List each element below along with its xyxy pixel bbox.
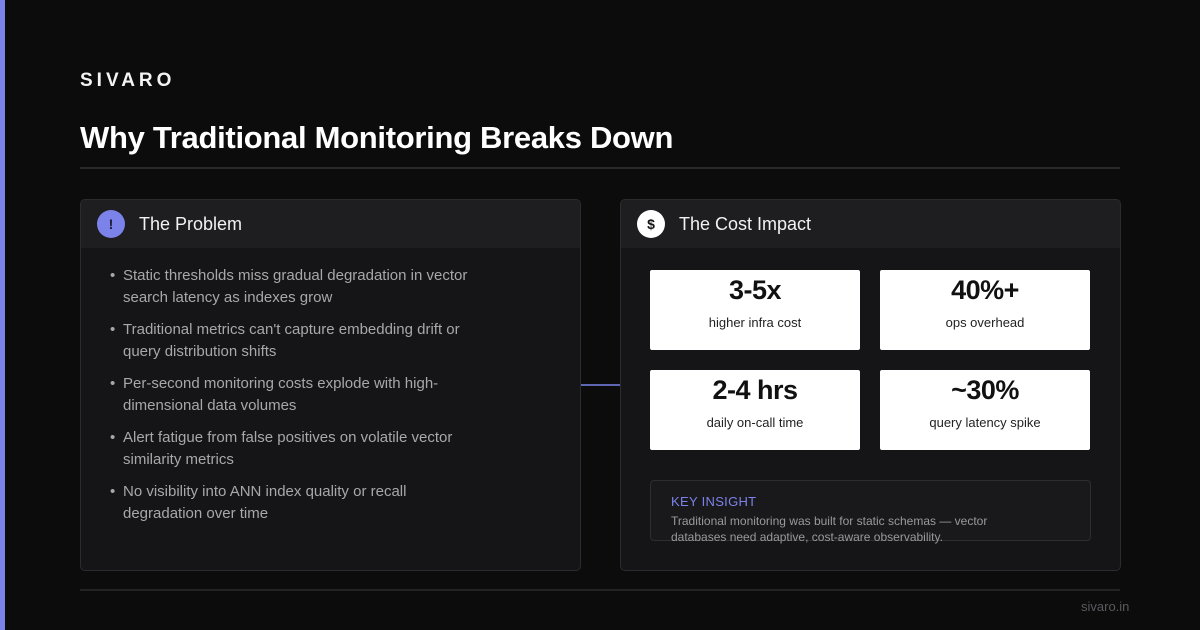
key-insight-callout: KEY INSIGHT Traditional monitoring was b… (650, 480, 1091, 544)
footer-url: sivaro.in (1081, 599, 1130, 614)
list-item: • Alert fatigue from false positives on v… (110, 427, 480, 471)
stat-tile: 40%+ ops overhead (880, 270, 1090, 350)
title-divider (80, 167, 1120, 169)
stat-label: query latency spike (929, 415, 1041, 430)
brand-logo: SIVARO (80, 70, 176, 91)
list-item: • Per-second monitoring costs explode wit… (110, 373, 480, 417)
problem-card-title: The Problem (139, 213, 243, 234)
page-title: Why Traditional Monitoring Breaks Down (80, 120, 674, 155)
list-item-text: Per-second monitoring costs explode with… (123, 375, 439, 414)
cost-card: $ The Cost Impact 3-5x higher infra cost… (620, 199, 1121, 571)
list-item: • No visibility into ANN index quality or… (110, 481, 480, 525)
stat-label: higher infra cost (708, 315, 802, 330)
cost-card-title: The Cost Impact (679, 213, 812, 234)
stat-label: ops overhead (945, 315, 1025, 330)
bullet-icon: • (110, 483, 116, 500)
stat-tile: 3-5x higher infra cost (650, 270, 860, 350)
list-item-text: Static thresholds miss gradual degradati… (123, 267, 468, 306)
cost-card-header: $ The Cost Impact (621, 200, 1120, 248)
insight-label: KEY INSIGHT (671, 494, 757, 509)
list-item-text: Alert fatigue from false positives on vo… (123, 429, 453, 468)
stat-value: 2-4 hrs (712, 375, 798, 405)
stat-value: 3-5x (728, 275, 782, 305)
bullet-icon: • (110, 429, 116, 446)
stat-tile: 2-4 hrs daily on-call time (650, 370, 860, 450)
problem-card: ! The Problem • Static thresholds miss gr… (80, 199, 581, 571)
problem-list: • Static thresholds miss gradual degradat… (81, 248, 580, 525)
bullet-icon: • (110, 321, 116, 338)
stat-tile: ~30% query latency spike (880, 370, 1090, 450)
list-item: • Traditional metrics can't capture embed… (110, 319, 480, 363)
list-item-text: No visibility into ANN index quality or … (123, 483, 407, 522)
bullet-icon: • (110, 267, 116, 284)
problem-card-header: ! The Problem (81, 200, 580, 248)
bullet-icon: • (110, 375, 116, 392)
stat-value: ~30% (951, 375, 1019, 405)
dollar-icon: $ (637, 210, 665, 238)
stat-value: 40%+ (951, 275, 1019, 305)
stats-grid: 3-5x higher infra cost 40%+ ops overhead… (650, 270, 1090, 450)
list-item: • Static thresholds miss gradual degradat… (110, 265, 480, 309)
insight-text: Traditional monitoring was built for sta… (671, 514, 988, 544)
list-item-text: Traditional metrics can't capture embedd… (123, 321, 460, 360)
footer-divider (80, 589, 1120, 591)
stat-label: daily on-call time (706, 415, 804, 430)
alert-icon: ! (97, 210, 125, 238)
accent-bar (0, 0, 5, 630)
